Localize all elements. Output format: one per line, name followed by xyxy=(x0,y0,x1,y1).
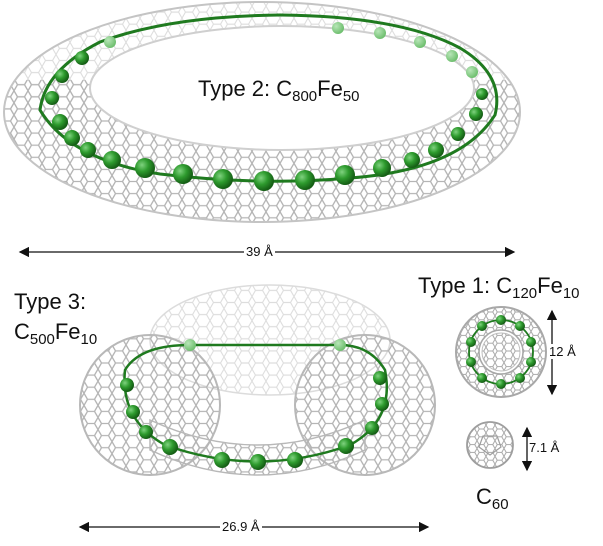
type1-label: Type 1: C120Fe10 xyxy=(418,273,580,303)
type3-iron-atoms xyxy=(120,339,389,470)
c60-label: C60 xyxy=(476,484,509,514)
type2-label: Type 2: C800Fe50 xyxy=(198,76,360,106)
type1-ring xyxy=(455,306,547,398)
type2-torus xyxy=(0,0,603,230)
type3-label: Type 3: C500Fe10 xyxy=(14,289,98,349)
type1-diameter-label: 12 Å xyxy=(548,344,577,359)
c60-molecule xyxy=(466,421,514,469)
type1-formula: C120Fe10 xyxy=(496,273,580,303)
type3-width-label: 26.9 Å xyxy=(220,519,262,534)
type2-formula: C800Fe50 xyxy=(276,76,360,106)
type2-width-label: 39 Å xyxy=(244,244,275,259)
type3-formula: C500Fe10 xyxy=(14,319,98,349)
type3-torus xyxy=(79,284,436,476)
type2-iron-atoms xyxy=(45,22,488,191)
c60-diameter-label: 7.1 Å xyxy=(528,440,561,455)
type1-iron-atoms xyxy=(466,315,536,389)
